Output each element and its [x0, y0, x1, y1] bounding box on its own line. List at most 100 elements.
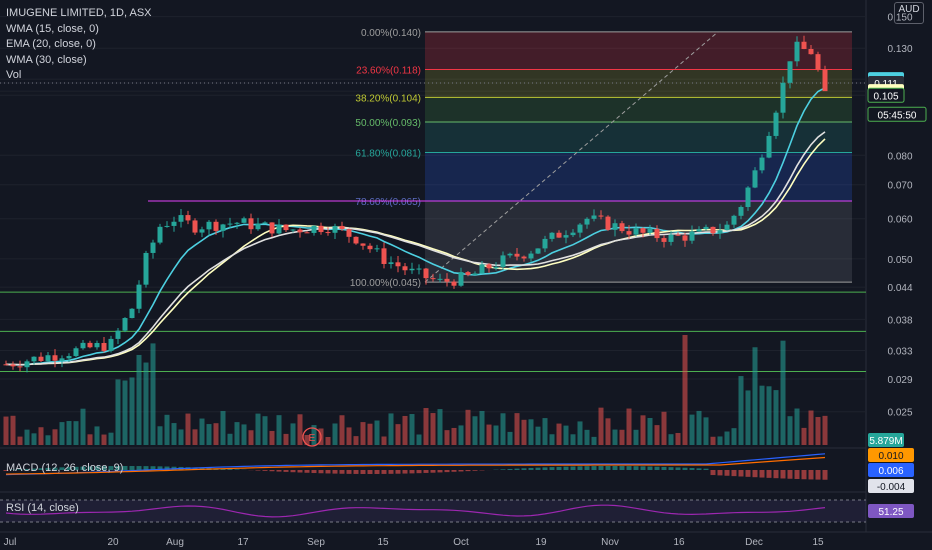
volume-bar: [458, 425, 464, 445]
candle-body: [521, 256, 527, 259]
candle-body: [780, 82, 786, 113]
macd-histogram-bar: [577, 466, 583, 470]
candle-body: [367, 245, 373, 250]
indicator-volume-label[interactable]: Vol: [6, 69, 22, 81]
macd-histogram-bar: [325, 470, 331, 474]
earnings-marker: E: [309, 433, 316, 444]
candle-body: [689, 231, 695, 241]
macd-histogram-bar: [234, 469, 240, 470]
wma30-line: [5, 131, 826, 366]
price-axis-tick: 0.044: [887, 283, 912, 294]
rsi-line: [5, 504, 826, 518]
volume-bar: [101, 434, 107, 445]
volume-bar: [276, 415, 282, 445]
candle-body: [108, 338, 114, 351]
macd-histogram-bar: [801, 470, 807, 480]
macd-histogram-bar: [311, 470, 317, 474]
candle-body: [801, 41, 807, 49]
macd-histogram-bar: [290, 470, 296, 473]
candle-body: [710, 226, 716, 234]
symbol-title[interactable]: IMUGENE LIMITED, 1D, ASX: [6, 7, 152, 19]
macd-histogram-bar: [388, 470, 394, 474]
volume-bar: [171, 423, 177, 445]
macd-histogram-bar: [318, 470, 324, 474]
macd-histogram-bar: [304, 470, 310, 473]
candle-body: [3, 364, 9, 366]
volume-bar: [17, 436, 23, 445]
volume-bar: [339, 415, 345, 445]
volume-bar: [528, 419, 534, 445]
volume-bar: [738, 376, 744, 445]
candle-body: [717, 230, 723, 234]
volume-bar: [668, 434, 674, 445]
candle-body: [360, 243, 366, 246]
candle-body: [465, 272, 471, 275]
macd-histogram-bar: [276, 470, 282, 472]
volume-bar: [549, 434, 555, 445]
volume-bar: [752, 347, 758, 445]
volume-bar: [570, 434, 576, 445]
candle-body: [115, 330, 121, 339]
volume-bar: [108, 432, 114, 445]
candle-body: [507, 253, 513, 256]
volume-bar: [577, 421, 583, 445]
candle-body: [703, 226, 709, 230]
price-axis-tick: 0.060: [887, 215, 912, 226]
macd-histogram-bar: [255, 470, 261, 471]
indicator-wma15-label[interactable]: WMA (15, close, 0): [6, 22, 99, 35]
price-axis-tick: 0.033: [887, 347, 912, 358]
price-badge-label: 5.879M: [869, 436, 902, 447]
macd-histogram-bar: [556, 466, 562, 470]
fib-level-label: 23.60%(0.118): [356, 66, 421, 77]
candle-body: [724, 224, 730, 231]
macd-histogram-bar: [101, 466, 107, 470]
macd-line: [5, 453, 826, 476]
candle-body: [731, 215, 737, 225]
macd-histogram-bar: [787, 470, 793, 479]
candle-body: [248, 218, 254, 230]
volume-bar: [759, 385, 765, 445]
volume-bar: [129, 377, 135, 445]
candle-body: [493, 266, 499, 269]
volume-bar: [143, 362, 149, 445]
candle-body: [269, 222, 275, 234]
macd-histogram-bar: [332, 470, 338, 474]
macd-label[interactable]: MACD (12, 26, close, 9): [6, 462, 124, 474]
macd-histogram-bar: [346, 470, 352, 474]
volume-bar: [192, 429, 198, 445]
candle-body: [129, 308, 135, 319]
candle-body: [486, 264, 492, 269]
volume-bar: [794, 408, 800, 445]
volume-bar: [780, 340, 786, 445]
macd-histogram-bar: [458, 470, 464, 472]
volume-bar: [437, 409, 443, 445]
volume-bar: [710, 436, 716, 445]
candle-body: [59, 358, 65, 361]
candle-body: [409, 268, 415, 271]
volume-bar: [640, 415, 646, 445]
volume-bar: [563, 425, 569, 445]
volume-bar: [24, 429, 30, 445]
volume-bar: [465, 409, 471, 445]
time-axis-tick: Jul: [4, 537, 17, 548]
macd-badge: [868, 448, 914, 462]
candle-body: [696, 229, 702, 232]
volume-bar: [402, 415, 408, 445]
candle-body: [822, 69, 828, 92]
indicator-ema20-label[interactable]: EMA (20, close, 0): [6, 38, 96, 50]
volume-bar: [150, 343, 156, 445]
price-axis-tick: 0.025: [887, 408, 912, 419]
currency-button[interactable]: AUD: [894, 2, 924, 24]
rsi-label[interactable]: RSI (14, close): [6, 502, 79, 514]
candle-body: [626, 231, 632, 235]
macd-histogram-bar: [507, 468, 513, 470]
fib-zone: [425, 97, 852, 123]
candle-body: [101, 342, 107, 351]
time-axis-tick: Dec: [745, 537, 763, 548]
candle-body: [570, 232, 576, 236]
candle-body: [675, 234, 681, 236]
indicator-wma30-label[interactable]: WMA (30, close): [6, 53, 87, 66]
volume-bar: [325, 436, 331, 445]
macd-histogram-bar: [129, 466, 135, 470]
